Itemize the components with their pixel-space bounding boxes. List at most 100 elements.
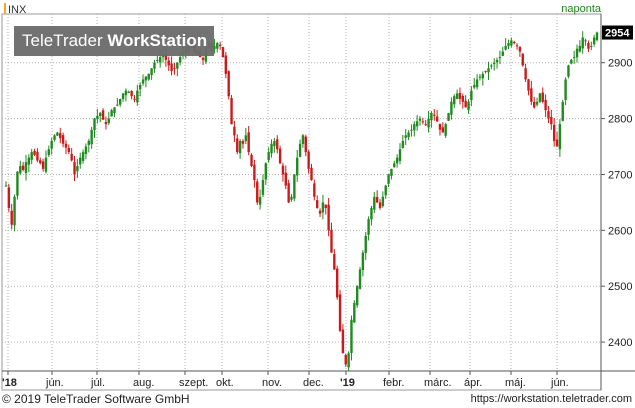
candle-body: [370, 207, 373, 220]
candle-body: [241, 140, 245, 144]
x-tick-label: febr.: [383, 377, 404, 389]
candle-body: [338, 294, 342, 331]
candle-body: [427, 118, 430, 128]
candle-body: [461, 96, 465, 102]
candle-body: [358, 269, 362, 289]
candle-body: [547, 111, 550, 119]
candle-body: [353, 302, 356, 323]
candle-body: [121, 93, 125, 100]
candle-body: [527, 79, 530, 91]
candle-body: [555, 139, 559, 147]
candle-body: [107, 118, 110, 124]
candle-body: [301, 135, 305, 144]
candle-body: [373, 196, 376, 210]
candle-body: [513, 42, 516, 44]
candle-body: [138, 85, 142, 90]
candle-body: [587, 42, 590, 49]
candle-body: [538, 93, 542, 102]
x-tick-label: ápr.: [464, 377, 482, 389]
candle-body: [541, 92, 544, 102]
candle-body: [464, 100, 467, 108]
candle-body: [258, 196, 262, 205]
candle-body: [458, 93, 462, 100]
candle-body: [53, 135, 56, 140]
candle-body: [450, 101, 453, 115]
candle-body: [133, 98, 136, 100]
candle-body: [552, 124, 556, 141]
candle-body: [544, 99, 547, 111]
candle-body: [250, 154, 253, 167]
candle-body: [401, 140, 405, 148]
x-tick-label: okt.: [216, 377, 234, 389]
candle-body: [493, 62, 496, 65]
x-tick-label: aug.: [133, 377, 154, 389]
candle-body: [438, 123, 442, 130]
candle-body: [418, 118, 422, 121]
candle-body: [467, 101, 470, 110]
candle-body: [404, 135, 407, 138]
x-tick-label: jún.: [550, 377, 569, 389]
candle-body: [341, 329, 345, 354]
candle-body: [441, 127, 445, 133]
candle-body: [76, 166, 79, 172]
candle-body: [413, 124, 416, 131]
candle-body: [384, 185, 387, 196]
candle-body: [375, 197, 379, 203]
candle-body: [278, 148, 282, 164]
candle-body: [67, 147, 71, 153]
candle-body: [30, 152, 33, 160]
candle-body: [290, 196, 293, 200]
candle-body: [201, 57, 205, 60]
y-tick-label: 2800: [608, 114, 632, 126]
teletrader-watermark: TeleTrader WorkStation: [14, 26, 214, 56]
candle-body: [213, 45, 216, 50]
y-tick-label: 2700: [608, 169, 632, 181]
candle-body: [415, 121, 419, 127]
candle-body: [170, 63, 173, 72]
last-value-box: [602, 25, 633, 40]
candle-body: [330, 229, 333, 253]
candle-body: [36, 151, 39, 161]
candle-body: [287, 183, 290, 203]
candle-body: [33, 150, 36, 155]
candle-body: [19, 166, 22, 174]
candle-body: [79, 157, 82, 165]
candle-body: [518, 47, 522, 52]
candle-body: [484, 70, 487, 72]
candle-body: [304, 136, 307, 153]
candle-body: [218, 44, 222, 46]
footer-url[interactable]: https://workstation.teletrader.com: [470, 393, 632, 405]
candle-body: [130, 90, 133, 97]
candle-body: [510, 40, 513, 46]
candle-body: [93, 118, 96, 131]
candle-body: [381, 196, 385, 207]
candle-body: [307, 151, 310, 169]
candle-body: [507, 43, 510, 47]
candle-body: [156, 59, 159, 61]
plot-frame: [1, 13, 602, 391]
candle-body: [113, 107, 116, 113]
candle-body: [221, 47, 225, 58]
symbol-label[interactable]: INX: [4, 3, 26, 16]
candle-body: [421, 121, 425, 123]
period-label[interactable]: naponta: [561, 3, 601, 15]
candle-body: [236, 138, 239, 153]
y-tick-label: 2400: [608, 337, 632, 349]
candle-body: [524, 68, 527, 80]
last-value-label: 2954: [605, 28, 630, 40]
candle-body: [387, 174, 390, 184]
candle-body: [73, 162, 76, 175]
candle-body: [501, 51, 504, 56]
candle-body: [127, 91, 130, 94]
candle-body: [530, 88, 533, 102]
y-tick-label: 2600: [608, 225, 632, 237]
candle-body: [24, 162, 28, 173]
candle-body: [124, 90, 128, 96]
candle-body: [455, 93, 459, 99]
candle-body: [578, 45, 582, 52]
candle-body: [270, 143, 273, 154]
candle-body: [59, 133, 62, 139]
candle-body: [261, 180, 265, 195]
candle-body: [367, 219, 370, 235]
y-tick-label: 2500: [608, 281, 632, 293]
